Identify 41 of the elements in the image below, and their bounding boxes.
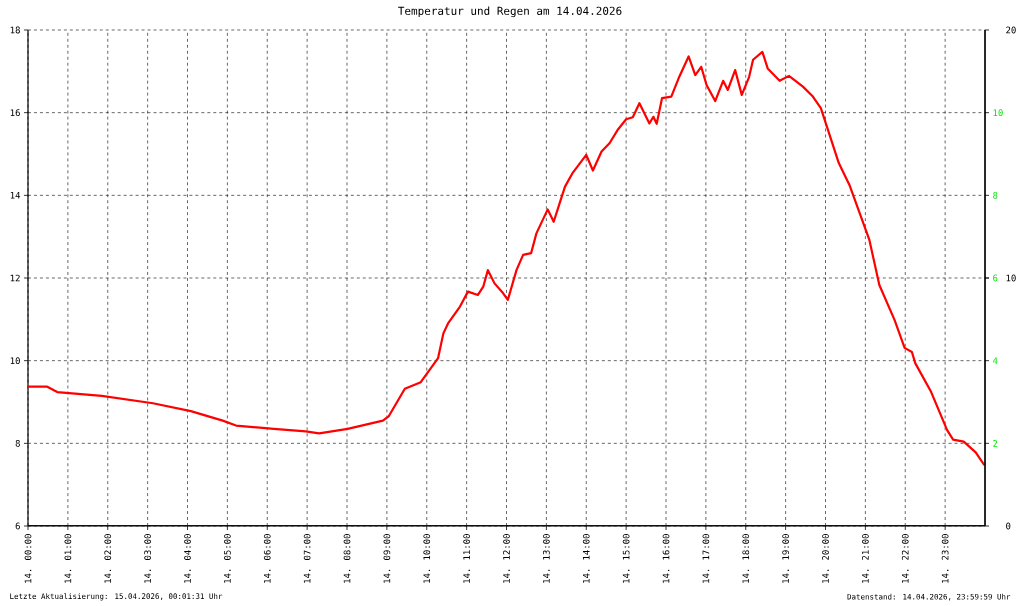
x-tick-label: 14. 08:00 xyxy=(343,534,351,583)
x-tick-label: 14. 01:00 xyxy=(64,534,72,583)
x-tick-label: 14. 23:00 xyxy=(941,534,949,583)
y3-tick-label: 6 xyxy=(993,274,998,282)
x-tick-label: 14. 09:00 xyxy=(383,534,391,583)
x-tick-label: 14. 06:00 xyxy=(263,534,271,583)
x-tick-label: 14. 16:00 xyxy=(662,534,670,583)
x-tick-label: 14. 19:00 xyxy=(782,534,790,583)
x-tick-label: 14. 15:00 xyxy=(622,534,630,583)
y-tick-label: 8 xyxy=(15,439,20,447)
x-tick-label: 14. 13:00 xyxy=(542,534,550,583)
y3-tick-label: 2 xyxy=(993,440,998,447)
y2-tick-label: 0 xyxy=(1006,522,1011,530)
chart-title: Temperatur und Regen am 14.04.2026 xyxy=(398,6,622,18)
y3-tick-label: 10 xyxy=(993,109,1003,117)
y-tick-label: 6 xyxy=(15,522,20,530)
x-tick-label: 14. 07:00 xyxy=(303,534,311,583)
x-tick-label: 14. 12:00 xyxy=(503,534,510,583)
x-tick-label: 14. 04:00 xyxy=(184,534,191,583)
x-tick-label: 14. 18:00 xyxy=(742,534,750,583)
x-tick-label: 14. 21:00 xyxy=(861,534,869,583)
x-tick-label: 14. 20:00 xyxy=(822,534,829,583)
x-tick-label: 14. 03:00 xyxy=(144,534,152,583)
x-tick-label: 14. 00:00 xyxy=(24,534,32,583)
y2-tick-label: 10 xyxy=(1006,274,1016,282)
x-tick-label: 14. 17:00 xyxy=(702,534,710,583)
y-tick-label: 16 xyxy=(10,109,20,117)
y3-tick-label: 4 xyxy=(993,357,998,364)
x-tick-label: 14. 14:00 xyxy=(582,534,590,583)
y-tick-label: 12 xyxy=(10,274,20,282)
y3-tick-label: 8 xyxy=(993,191,998,199)
x-tick-label: 14. 22:00 xyxy=(901,534,909,583)
x-tick-label: 14. 02:00 xyxy=(104,534,112,583)
x-tick-label: 14. 11:00 xyxy=(463,534,471,583)
y-tick-label: 14 xyxy=(10,192,21,199)
y-tick-label: 10 xyxy=(10,357,20,365)
y2-tick-label: 20 xyxy=(1006,26,1016,34)
y-tick-label: 18 xyxy=(10,26,20,34)
x-tick-label: 14. 10:00 xyxy=(423,534,431,583)
x-tick-label: 14. 05:00 xyxy=(223,534,231,583)
line-series xyxy=(28,50,986,467)
